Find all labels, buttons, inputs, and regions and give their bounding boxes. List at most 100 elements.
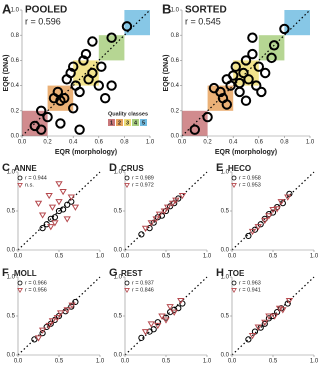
x-tick-label: 0.5 xyxy=(162,359,171,365)
legend-symbol xyxy=(17,288,23,293)
point xyxy=(48,204,57,211)
point xyxy=(138,231,145,238)
point xyxy=(100,93,111,104)
x-tick-label: 0.0 xyxy=(228,359,237,365)
legend-symbol xyxy=(231,183,237,188)
y-tick-label: 0.6 xyxy=(171,58,180,64)
point xyxy=(269,209,277,216)
y-tick-label: 0.5 xyxy=(114,314,123,320)
class-legend-swatch xyxy=(132,119,139,126)
point xyxy=(268,40,280,51)
legend-label: r = 0.963 xyxy=(239,280,261,286)
point xyxy=(277,199,285,206)
legend-symbol xyxy=(231,288,237,293)
point xyxy=(96,61,107,72)
y-tick-label: 0.5 xyxy=(7,314,16,320)
x-tick-label: 0.6 xyxy=(255,140,264,146)
point xyxy=(147,220,155,227)
point xyxy=(53,315,62,322)
point xyxy=(150,219,157,226)
panel-letter: C xyxy=(2,162,10,174)
class-legend-title: Quality classes xyxy=(108,111,148,117)
x-tick-label: 0.5 xyxy=(269,359,278,365)
point xyxy=(38,212,47,219)
panel-subtitle: r = 0.545 xyxy=(185,16,221,26)
class-legend-swatch xyxy=(124,119,131,126)
point xyxy=(247,48,258,60)
panel-title: POOLED xyxy=(25,5,67,16)
point xyxy=(160,208,169,215)
point xyxy=(240,95,252,106)
point xyxy=(63,216,71,223)
point xyxy=(87,67,98,79)
panel-letter: E xyxy=(216,162,223,174)
class-legend-label: 4 xyxy=(134,120,138,126)
y-tick-label: 1.0 xyxy=(114,170,123,176)
point xyxy=(279,23,290,35)
y-tick-label: 0.8 xyxy=(171,33,180,39)
class-legend-swatch xyxy=(116,119,123,126)
legend-label: r = 0.941 xyxy=(239,287,261,293)
y-tick-label: 1.0 xyxy=(221,170,230,176)
y-tick-label: 0.6 xyxy=(11,58,20,64)
legend-symbol xyxy=(17,280,23,286)
point xyxy=(55,181,63,188)
point xyxy=(63,307,71,314)
point xyxy=(254,224,262,231)
y-tick-label: 0.5 xyxy=(221,314,230,320)
point xyxy=(178,192,187,200)
x-tick-label: 0.0 xyxy=(178,140,187,146)
point xyxy=(168,200,177,207)
x-tick-label: 1.0 xyxy=(203,254,212,260)
legend-label: r = 0.846 xyxy=(132,287,154,293)
class-legend-label: 5 xyxy=(142,120,145,126)
point xyxy=(273,206,281,213)
y-tick-label: 0.0 xyxy=(7,248,16,254)
point xyxy=(230,61,241,72)
x-tick-label: 0.4 xyxy=(69,140,78,146)
point xyxy=(202,111,213,123)
panel-letter: H xyxy=(216,267,224,279)
point xyxy=(162,207,170,215)
x-tick-label: 1.0 xyxy=(310,254,319,260)
panel-title: MOLL xyxy=(14,269,37,278)
point xyxy=(234,86,245,98)
point xyxy=(47,224,55,231)
point xyxy=(189,124,201,135)
point xyxy=(39,225,46,232)
x-tick-label: 1.0 xyxy=(306,140,315,146)
y-tick-label: 0.0 xyxy=(114,353,123,359)
point xyxy=(154,319,161,326)
y-tick-label: 0.4 xyxy=(11,83,20,89)
panel-title: REST xyxy=(121,269,142,278)
point xyxy=(141,329,150,336)
legend-symbol xyxy=(124,288,130,293)
point xyxy=(162,317,170,324)
x-tick-label: 0.0 xyxy=(14,359,23,365)
point xyxy=(265,313,273,320)
point xyxy=(251,80,262,91)
class-legend-swatch xyxy=(140,119,147,126)
x-axis-label: EQR (morphology) xyxy=(55,149,117,156)
x-tick-label: 0.0 xyxy=(18,140,27,146)
y-tick-label: 0.0 xyxy=(171,134,180,140)
point xyxy=(31,336,38,343)
point xyxy=(266,52,277,64)
x-axis-label: EQR (morphology) xyxy=(215,149,277,156)
y-tick-label: 1.0 xyxy=(114,275,123,281)
panel-title: ANNE xyxy=(14,164,37,173)
point xyxy=(247,32,258,43)
point xyxy=(65,67,76,79)
point xyxy=(175,305,182,312)
legend-label: r = 0.937 xyxy=(132,280,154,286)
point xyxy=(150,326,157,333)
point xyxy=(64,201,71,208)
point xyxy=(60,206,67,213)
x-tick-label: 1.0 xyxy=(310,359,319,365)
point xyxy=(170,309,178,316)
point xyxy=(248,333,257,340)
point xyxy=(48,93,60,104)
x-tick-label: 0.0 xyxy=(14,254,23,260)
point xyxy=(93,80,105,91)
